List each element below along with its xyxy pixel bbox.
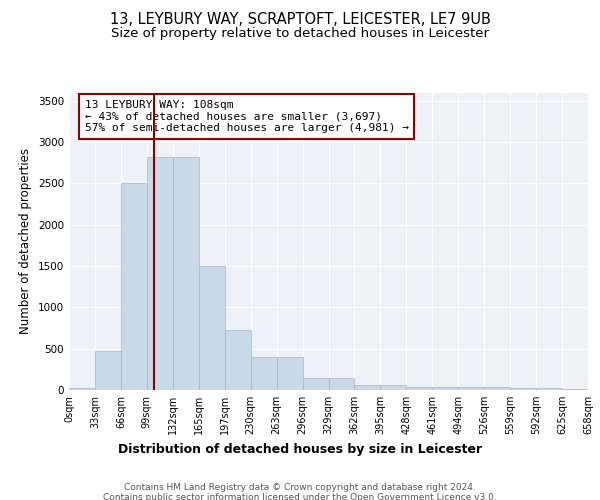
Bar (406, 386, 432, 390)
Bar (562, 389, 588, 390)
Bar (69, 388, 95, 390)
Bar (225, 330, 251, 390)
Bar (147, 157, 173, 390)
Bar (433, 386, 458, 390)
Bar (510, 388, 536, 390)
Bar (458, 387, 484, 390)
Bar (302, 378, 329, 390)
Bar (121, 184, 147, 390)
Bar (536, 388, 562, 390)
Text: 13 LEYBURY WAY: 108sqm
← 43% of detached houses are smaller (3,697)
57% of semi-: 13 LEYBURY WAY: 108sqm ← 43% of detached… (85, 100, 409, 133)
Text: Distribution of detached houses by size in Leicester: Distribution of detached houses by size … (118, 442, 482, 456)
Text: Size of property relative to detached houses in Leicester: Size of property relative to detached ho… (111, 28, 489, 40)
Y-axis label: Number of detached properties: Number of detached properties (19, 148, 32, 334)
Text: Contains HM Land Registry data © Crown copyright and database right 2024.
Contai: Contains HM Land Registry data © Crown c… (103, 482, 497, 500)
Bar (329, 378, 355, 390)
Bar (251, 357, 277, 390)
Bar (277, 357, 302, 390)
Bar (355, 384, 380, 390)
Bar (199, 266, 224, 390)
Bar (380, 384, 406, 390)
Bar (95, 351, 121, 390)
Bar (173, 157, 199, 390)
Text: 13, LEYBURY WAY, SCRAPTOFT, LEICESTER, LE7 9UB: 13, LEYBURY WAY, SCRAPTOFT, LEICESTER, L… (110, 12, 490, 28)
Bar (484, 387, 510, 390)
